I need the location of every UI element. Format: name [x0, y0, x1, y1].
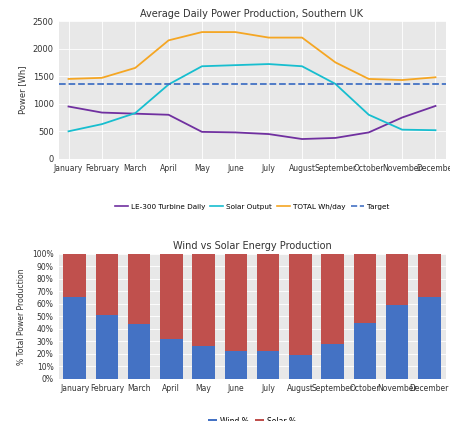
Bar: [257, 352, 279, 379]
Bar: [354, 322, 376, 379]
Bar: [321, 253, 344, 344]
Bar: [354, 253, 376, 322]
Bar: [225, 253, 247, 352]
Legend: Wind %, Solar %: Wind %, Solar %: [205, 414, 299, 421]
Bar: [418, 253, 441, 298]
Legend: LE-300 Turbine Daily, Solar Output, TOTAL Wh/day, Target: LE-300 Turbine Daily, Solar Output, TOTA…: [112, 201, 392, 213]
Bar: [321, 344, 344, 379]
Bar: [63, 253, 86, 298]
Title: Average Daily Power Production, Southern UK: Average Daily Power Production, Southern…: [140, 9, 364, 19]
Bar: [128, 324, 150, 379]
Bar: [418, 298, 441, 379]
Bar: [386, 305, 409, 379]
Bar: [160, 253, 183, 339]
Bar: [289, 253, 312, 355]
Bar: [257, 253, 279, 352]
Bar: [128, 253, 150, 324]
Bar: [63, 298, 86, 379]
Bar: [95, 253, 118, 315]
Bar: [160, 339, 183, 379]
Title: Wind vs Solar Energy Production: Wind vs Solar Energy Production: [173, 241, 331, 251]
Y-axis label: % Total Power Production: % Total Power Production: [18, 268, 27, 365]
Bar: [192, 253, 215, 346]
Bar: [289, 355, 312, 379]
Bar: [225, 352, 247, 379]
Bar: [192, 346, 215, 379]
Bar: [95, 315, 118, 379]
Bar: [386, 253, 409, 305]
Y-axis label: Power [Wh]: Power [Wh]: [18, 66, 27, 114]
